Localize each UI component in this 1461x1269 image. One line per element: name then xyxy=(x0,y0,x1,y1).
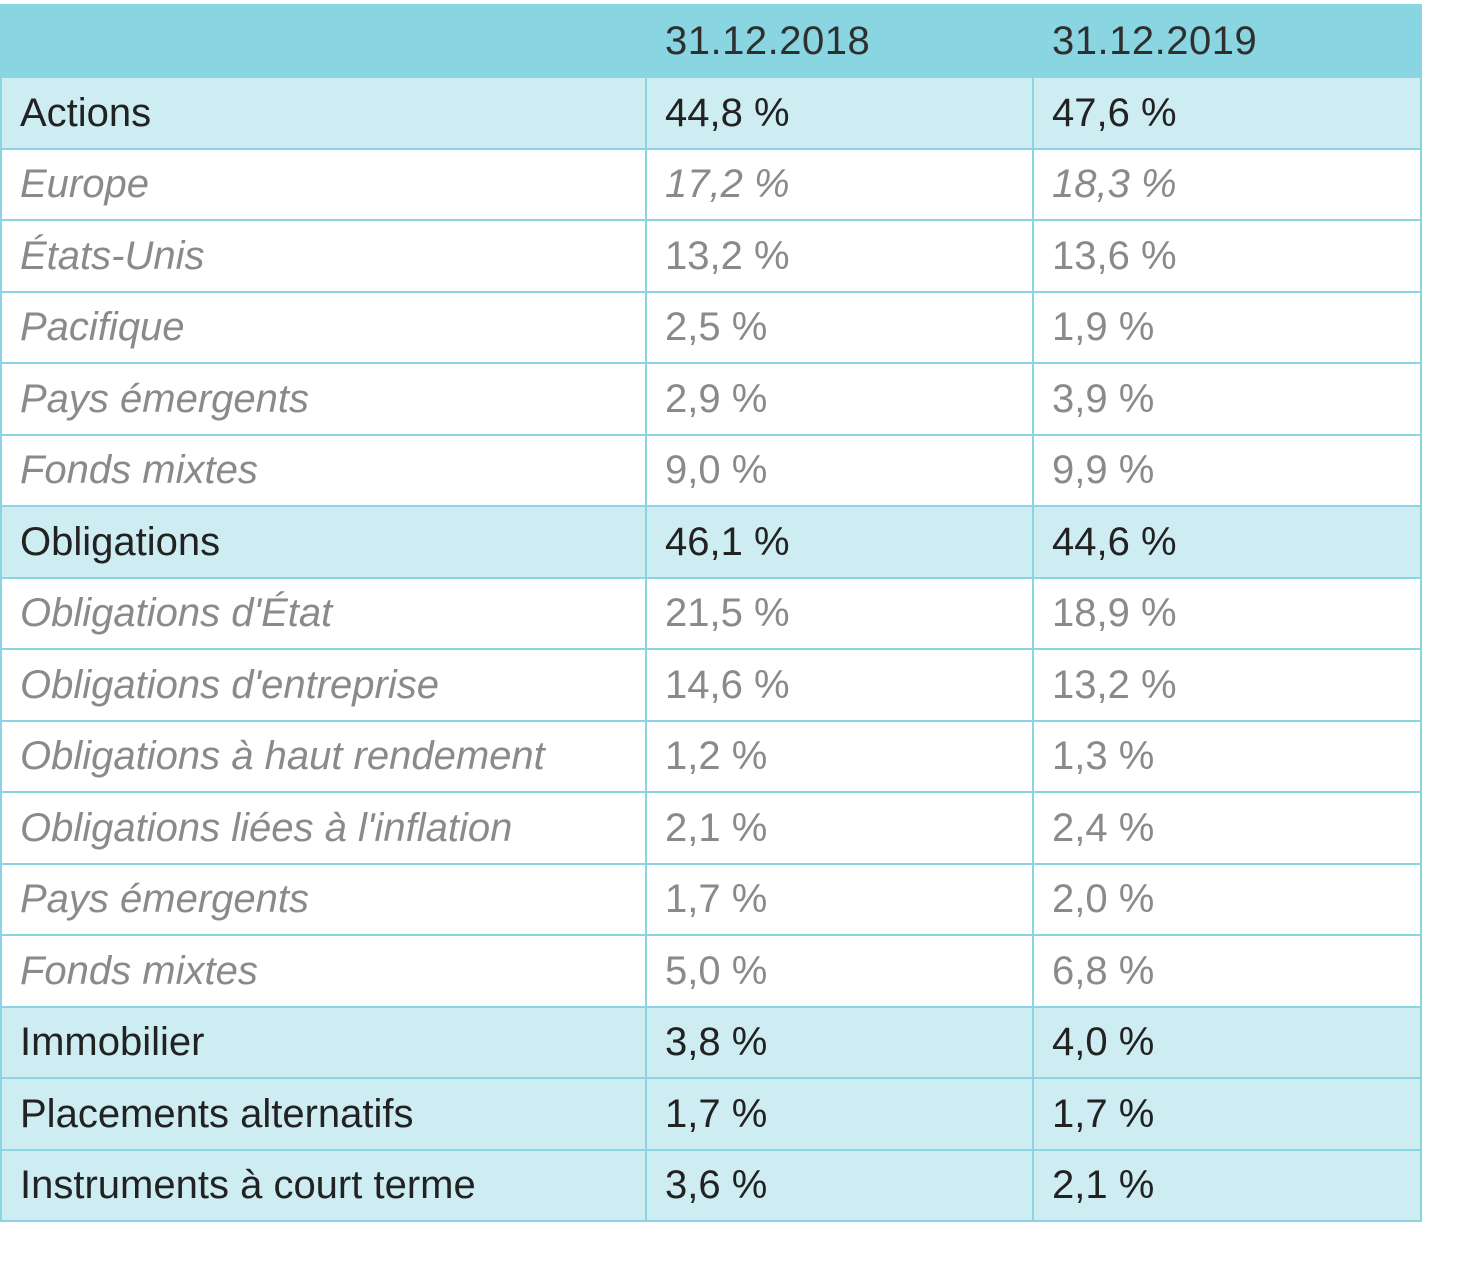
value-2018: 17,2 % xyxy=(645,147,1034,221)
table-row-category: Actions 44,8 % 47,6 % xyxy=(0,76,1422,150)
table-row-subcategory: États-Unis 13,2 % 13,6 % xyxy=(0,219,1422,293)
value-2019: 1,7 % xyxy=(1032,1077,1422,1151)
value-2019: 4,0 % xyxy=(1032,1005,1422,1079)
row-label: Obligations liées à l'inflation xyxy=(0,791,647,865)
row-label: Pays émergents xyxy=(0,362,647,436)
value-2018: 1,7 % xyxy=(645,1077,1034,1151)
table-row-subcategory: Fonds mixtes 5,0 % 6,8 % xyxy=(0,934,1422,1008)
value-2018: 13,2 % xyxy=(645,219,1034,293)
value-2019: 18,3 % xyxy=(1032,147,1422,221)
value-2019: 13,2 % xyxy=(1032,648,1422,722)
table-row-category: Obligations 46,1 % 44,6 % xyxy=(0,505,1422,579)
header-cell-2018: 31.12.2018 xyxy=(645,4,1034,78)
value-2019: 2,0 % xyxy=(1032,862,1422,936)
row-label: Instruments à court terme xyxy=(0,1148,647,1222)
table-row-subcategory: Pays émergents 1,7 % 2,0 % xyxy=(0,862,1422,936)
value-2019: 2,1 % xyxy=(1032,1148,1422,1222)
table-body: Actions 44,8 % 47,6 % Europe 17,2 % 18,3 % Éta… xyxy=(0,76,1422,1222)
value-2018: 44,8 % xyxy=(645,76,1034,150)
value-2018: 2,5 % xyxy=(645,290,1034,364)
row-label: Obligations d'État xyxy=(0,576,647,650)
value-2019: 9,9 % xyxy=(1032,433,1422,507)
value-2018: 2,1 % xyxy=(645,791,1034,865)
value-2018: 1,2 % xyxy=(645,719,1034,793)
value-2018: 21,5 % xyxy=(645,576,1034,650)
row-label: Pays émergents xyxy=(0,862,647,936)
table-row-subcategory: Fonds mixtes 9,0 % 9,9 % xyxy=(0,433,1422,507)
table-row-category: Immobilier 3,8 % 4,0 % xyxy=(0,1005,1422,1079)
row-label: Pacifique xyxy=(0,290,647,364)
value-2018: 5,0 % xyxy=(645,934,1034,1008)
header-cell-label xyxy=(0,4,647,78)
value-2019: 6,8 % xyxy=(1032,934,1422,1008)
table-header-row: 31.12.2018 31.12.2019 xyxy=(0,4,1422,78)
value-2019: 18,9 % xyxy=(1032,576,1422,650)
table-row-subcategory: Obligations à haut rendement 1,2 % 1,3 % xyxy=(0,719,1422,793)
value-2019: 13,6 % xyxy=(1032,219,1422,293)
value-2019: 2,4 % xyxy=(1032,791,1422,865)
table-row-category: Instruments à court terme 3,6 % 2,1 % xyxy=(0,1148,1422,1222)
table-row-category: Placements alternatifs 1,7 % 1,7 % xyxy=(0,1077,1422,1151)
table-row-subcategory: Europe 17,2 % 18,3 % xyxy=(0,147,1422,221)
row-label: Immobilier xyxy=(0,1005,647,1079)
table-row-subcategory: Obligations d'État 21,5 % 18,9 % xyxy=(0,576,1422,650)
value-2019: 3,9 % xyxy=(1032,362,1422,436)
value-2019: 44,6 % xyxy=(1032,505,1422,579)
value-2018: 3,8 % xyxy=(645,1005,1034,1079)
table-row-subcategory: Obligations liées à l'inflation 2,1 % 2,4 … xyxy=(0,791,1422,865)
row-label: Obligations xyxy=(0,505,647,579)
row-label: Fonds mixtes xyxy=(0,433,647,507)
allocation-table-container: 31.12.2018 31.12.2019 Actions 44,8 % 47,6 … xyxy=(0,4,1422,1222)
row-label: Obligations à haut rendement xyxy=(0,719,647,793)
table-row-subcategory: Pays émergents 2,9 % 3,9 % xyxy=(0,362,1422,436)
value-2018: 1,7 % xyxy=(645,862,1034,936)
value-2018: 46,1 % xyxy=(645,505,1034,579)
value-2019: 47,6 % xyxy=(1032,76,1422,150)
value-2018: 3,6 % xyxy=(645,1148,1034,1222)
table-row-subcategory: Pacifique 2,5 % 1,9 % xyxy=(0,290,1422,364)
header-cell-2019: 31.12.2019 xyxy=(1032,4,1422,78)
row-label: Actions xyxy=(0,76,647,150)
value-2018: 2,9 % xyxy=(645,362,1034,436)
value-2019: 1,3 % xyxy=(1032,719,1422,793)
allocation-table: 31.12.2018 31.12.2019 Actions 44,8 % 47,6 … xyxy=(0,4,1422,1222)
row-label: Fonds mixtes xyxy=(0,934,647,1008)
table-row-subcategory: Obligations d'entreprise 14,6 % 13,2 % xyxy=(0,648,1422,722)
row-label: Placements alternatifs xyxy=(0,1077,647,1151)
row-label: Obligations d'entreprise xyxy=(0,648,647,722)
value-2018: 14,6 % xyxy=(645,648,1034,722)
value-2019: 1,9 % xyxy=(1032,290,1422,364)
row-label: Europe xyxy=(0,147,647,221)
value-2018: 9,0 % xyxy=(645,433,1034,507)
row-label: États-Unis xyxy=(0,219,647,293)
